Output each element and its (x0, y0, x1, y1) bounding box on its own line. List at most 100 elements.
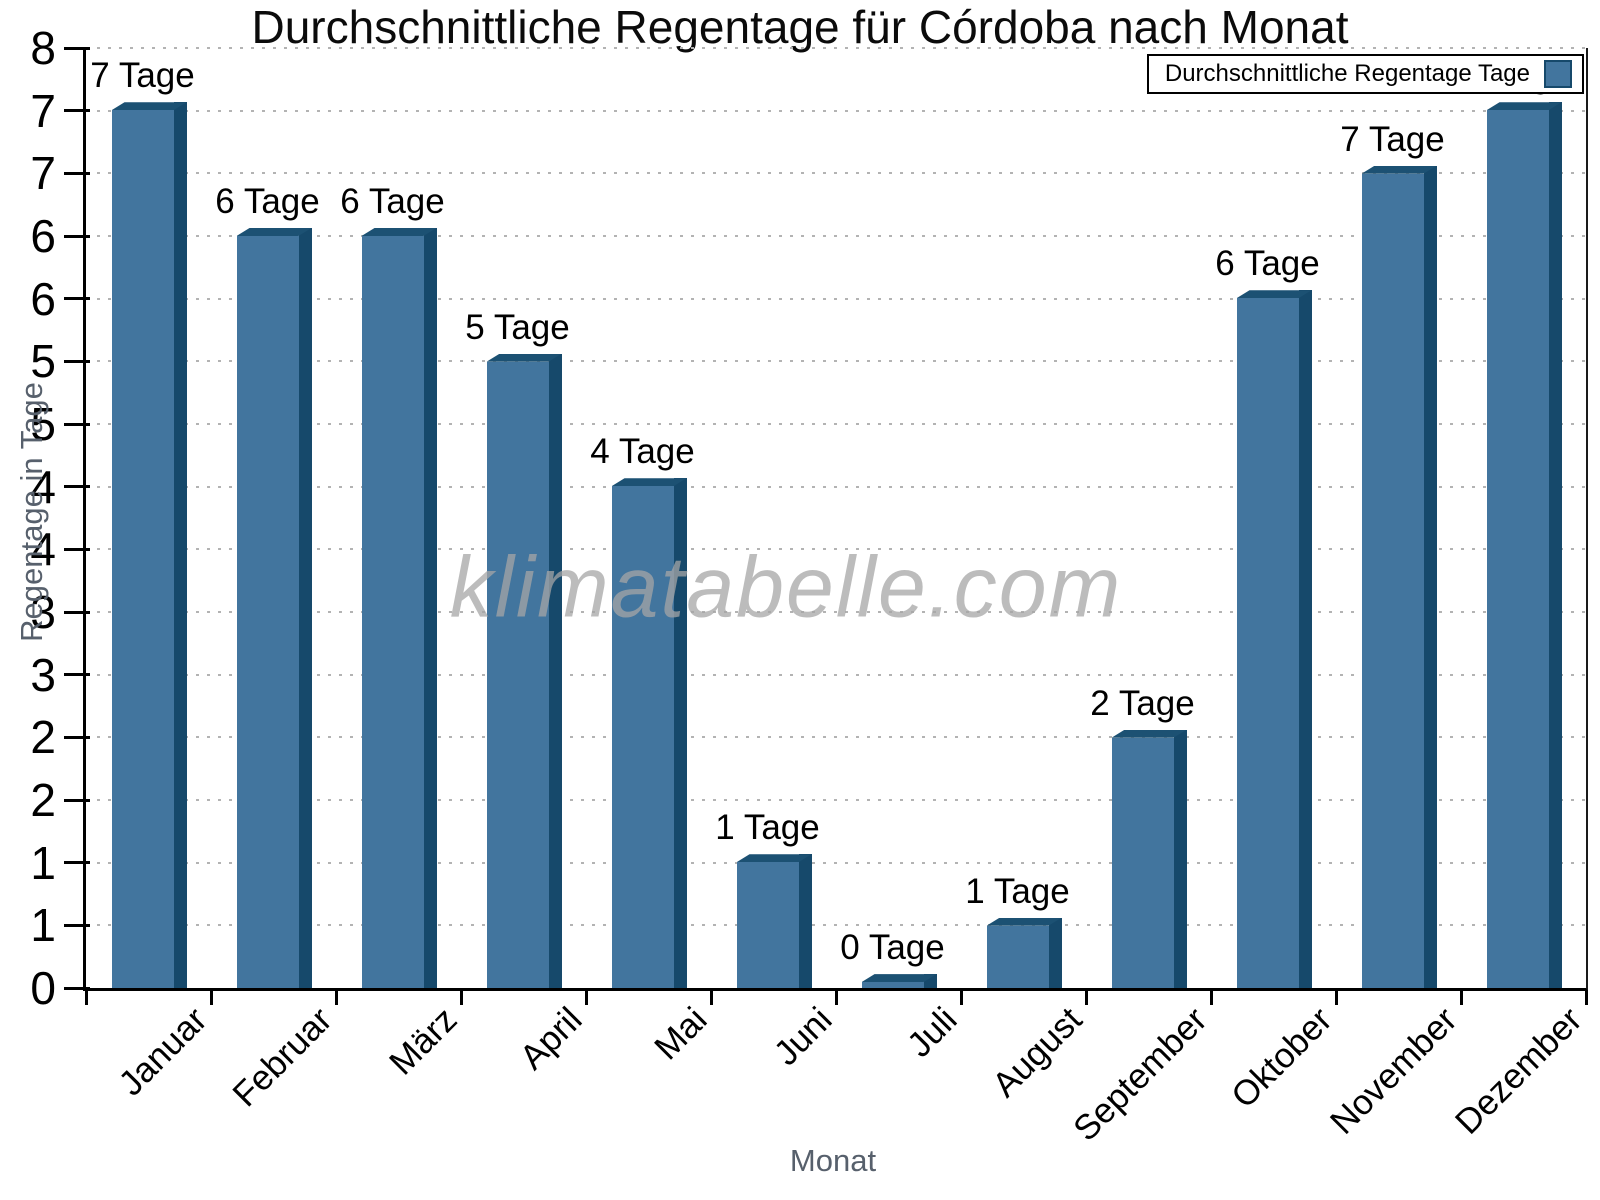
x-axis-tick (334, 990, 338, 1005)
x-axis-tick (1584, 990, 1588, 1005)
legend-swatch (1544, 60, 1572, 88)
gridline (86, 548, 1586, 551)
y-tick-label: 6 (30, 272, 56, 325)
x-axis-title: Monat (789, 1143, 877, 1178)
gridline (86, 172, 1586, 175)
watermark: klimatabelle.com (449, 539, 1123, 636)
bar-top-3d (611, 478, 687, 487)
y-tick-label: 7 (30, 147, 56, 200)
bar-top-3d (111, 102, 187, 111)
gridline (86, 673, 1586, 676)
bar[interactable] (111, 110, 174, 988)
bar-side-3d (298, 228, 312, 988)
bar[interactable] (1361, 173, 1424, 988)
chart-title: Durchschnittliche Regentage für Córdoba … (251, 1, 1349, 53)
bar[interactable] (611, 486, 674, 988)
bar[interactable] (1486, 110, 1549, 988)
bar-top-3d (1486, 102, 1562, 111)
legend[interactable]: Durchschnittliche Regentage Tage (1146, 54, 1584, 94)
y-axis-tick (64, 46, 90, 50)
bar-top-3d (986, 917, 1062, 926)
y-axis-tick (64, 547, 90, 551)
y-axis-tick (64, 798, 90, 802)
bar-side-3d (173, 102, 187, 988)
bar-side-3d (798, 854, 812, 988)
y-axis-title: Regentage in Tage (14, 382, 49, 642)
gridline (86, 924, 1586, 927)
bar[interactable] (1111, 737, 1174, 988)
gridline (86, 423, 1586, 425)
x-axis-tick (959, 990, 963, 1005)
y-tick-label: 6 (30, 210, 56, 262)
gridline (86, 235, 1586, 237)
y-tick-label: 1 (30, 836, 56, 889)
bar-value-label: 1 Tage (715, 808, 820, 848)
x-axis-tick (459, 990, 463, 1005)
y-axis-tick (64, 673, 90, 677)
y-axis-tick (64, 422, 90, 426)
gridline (86, 736, 1586, 739)
bar-side-3d (548, 353, 562, 988)
bar-side-3d (1298, 290, 1312, 988)
x-axis-tick (209, 990, 213, 1005)
y-axis-tick (64, 359, 90, 363)
bar-value-label: 0 Tage (840, 928, 945, 968)
bar-top-3d (486, 353, 562, 362)
y-axis-tick (64, 735, 90, 739)
y-tick-label: 4 (30, 523, 56, 576)
bar-top-3d (236, 228, 312, 236)
bar-side-3d (1048, 917, 1062, 988)
bar[interactable] (486, 361, 549, 988)
x-axis-tick (834, 990, 838, 1005)
bar-top-3d (1111, 729, 1187, 738)
y-tick-label: 2 (30, 711, 56, 764)
y-axis-tick (64, 923, 90, 927)
gridline (86, 109, 1586, 112)
bar[interactable] (236, 236, 299, 988)
bar-top-3d (361, 228, 437, 236)
bar-side-3d (1423, 165, 1437, 988)
bar-side-3d (1173, 729, 1187, 988)
bar[interactable] (861, 982, 924, 988)
bar-value-label: 6 Tage (340, 182, 445, 221)
y-tick-label: 5 (30, 335, 56, 388)
bar-top-3d (736, 854, 812, 863)
y-tick-label: 7 (30, 84, 56, 137)
gridline (86, 47, 1586, 49)
bar-value-label: 6 Tage (215, 182, 320, 221)
gridline (86, 485, 1586, 488)
bar-top-3d (1361, 165, 1437, 174)
bar[interactable] (986, 925, 1049, 988)
y-axis-tick (64, 986, 90, 990)
gridline (86, 360, 1586, 363)
bar-side-3d (423, 228, 437, 988)
bar[interactable] (361, 236, 424, 988)
bar[interactable] (1236, 298, 1299, 988)
y-axis-tick (64, 234, 90, 238)
x-axis-tick (584, 990, 588, 1005)
x-axis-tick (1084, 990, 1088, 1005)
bar-value-label: 1 Tage (965, 871, 1070, 911)
y-tick-label: 5 (30, 398, 56, 450)
y-axis-tick (64, 610, 90, 614)
x-axis-tick (709, 990, 713, 1005)
gridline (86, 861, 1586, 864)
y-axis-tick (64, 109, 90, 113)
y-tick-label: 1 (30, 899, 56, 952)
bar-side-3d (673, 478, 687, 988)
gridline (86, 799, 1586, 801)
bar-value-label: 7 Tage (90, 56, 195, 96)
bar-side-3d (1548, 102, 1562, 988)
bar-value-label: 4 Tage (590, 432, 695, 472)
y-axis-tick (64, 861, 90, 865)
bar-value-label: 7 Tage (1340, 119, 1445, 159)
legend-label: Durchschnittliche Regentage Tage (1164, 60, 1530, 87)
y-axis-tick (64, 171, 90, 175)
bar-top-3d (861, 974, 937, 983)
x-axis-tick (1334, 990, 1338, 1005)
bar[interactable] (736, 862, 799, 988)
y-tick-label: 8 (30, 22, 56, 74)
bar-top-3d (1236, 290, 1312, 299)
y-tick-label: 2 (30, 774, 56, 826)
